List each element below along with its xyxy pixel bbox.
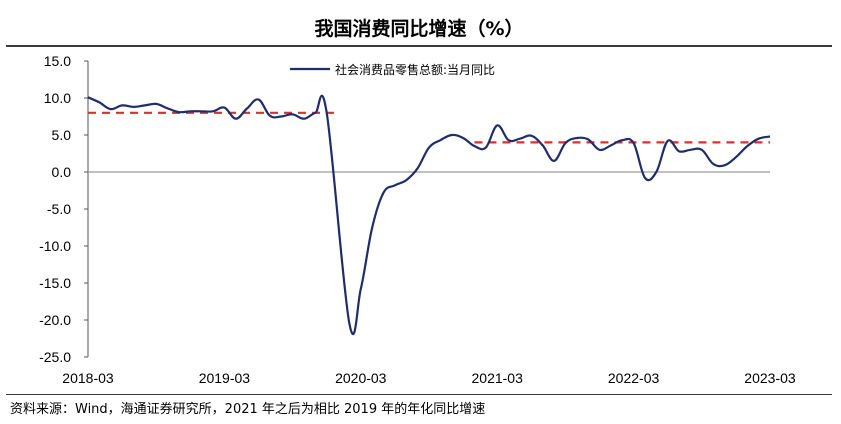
y-tick-label: 15.0 <box>44 53 71 69</box>
y-tick-label: -5.0 <box>47 201 71 217</box>
x-tick-label: 2022-03 <box>608 370 660 386</box>
y-tick-label: -15.0 <box>39 275 71 291</box>
chart-title: 我国消费同比增速（%） <box>314 17 524 40</box>
y-tick-label: 5.0 <box>52 127 72 143</box>
y-tick-label: -10.0 <box>39 238 71 254</box>
y-tick-label: 0.0 <box>52 164 72 180</box>
source-divider <box>6 394 832 395</box>
x-tick-label: 2020-03 <box>335 370 387 386</box>
legend-label: 社会消费品零售总额:当月同比 <box>335 62 495 77</box>
series-line-retail-sales <box>87 94 771 336</box>
y-tick-label: 10.0 <box>44 90 71 106</box>
y-tick-label: -20.0 <box>39 312 71 328</box>
y-tick-label: -25.0 <box>39 349 71 365</box>
x-tick-label: 2018-03 <box>62 370 114 386</box>
x-tick-label: 2023-03 <box>744 370 796 386</box>
title-divider <box>6 45 832 47</box>
x-tick-label: 2021-03 <box>472 370 524 386</box>
x-tick-label: 2019-03 <box>199 370 251 386</box>
source-note: 资料来源：Wind，海通证券研究所，2021 年之后为相比 2019 年的年化同… <box>10 402 486 417</box>
